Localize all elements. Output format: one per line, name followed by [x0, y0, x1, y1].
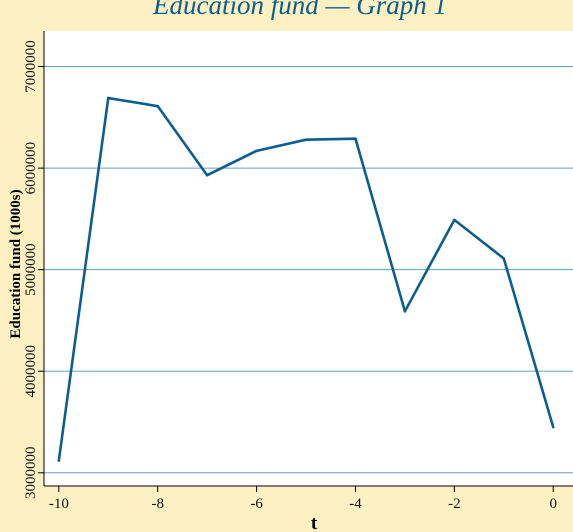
- data-point: [106, 96, 110, 100]
- x-axis-label: t: [311, 513, 318, 532]
- y-tick-label: 3000000: [23, 447, 39, 500]
- y-axis-ticks: 3000000 4000000 5000000 6000000 7000000: [23, 40, 44, 499]
- data-point: [255, 149, 258, 153]
- x-tick-label: 0: [549, 496, 557, 512]
- x-tick-label: -8: [151, 496, 164, 512]
- x-tick-label: -6: [250, 496, 263, 512]
- data-point: [551, 425, 555, 429]
- data-point: [57, 459, 61, 462]
- data-point: [304, 138, 308, 141]
- series-layer: [57, 96, 555, 462]
- data-point: [453, 218, 456, 222]
- y-tick-label: 6000000: [23, 142, 39, 195]
- y-tick-label: 5000000: [23, 243, 39, 296]
- chart-title: Education fund — Graph 1: [152, 0, 447, 20]
- y-tick-label: 7000000: [23, 40, 39, 93]
- x-tick-label: -2: [448, 496, 461, 512]
- data-point: [156, 104, 160, 108]
- data-point: [502, 257, 506, 260]
- y-tick-label: 4000000: [23, 345, 39, 398]
- data-point: [403, 310, 407, 313]
- x-tick-label: -10: [49, 496, 69, 512]
- data-point: [205, 173, 209, 177]
- data-point: [354, 137, 357, 140]
- y-axis-label: Education fund (1000s): [8, 189, 24, 338]
- plot-area: [44, 31, 573, 486]
- x-tick-label: -4: [349, 496, 362, 512]
- x-axis-ticks: -10 -8 -6 -4 -2 0: [49, 486, 557, 512]
- grid-lines: [44, 66, 573, 474]
